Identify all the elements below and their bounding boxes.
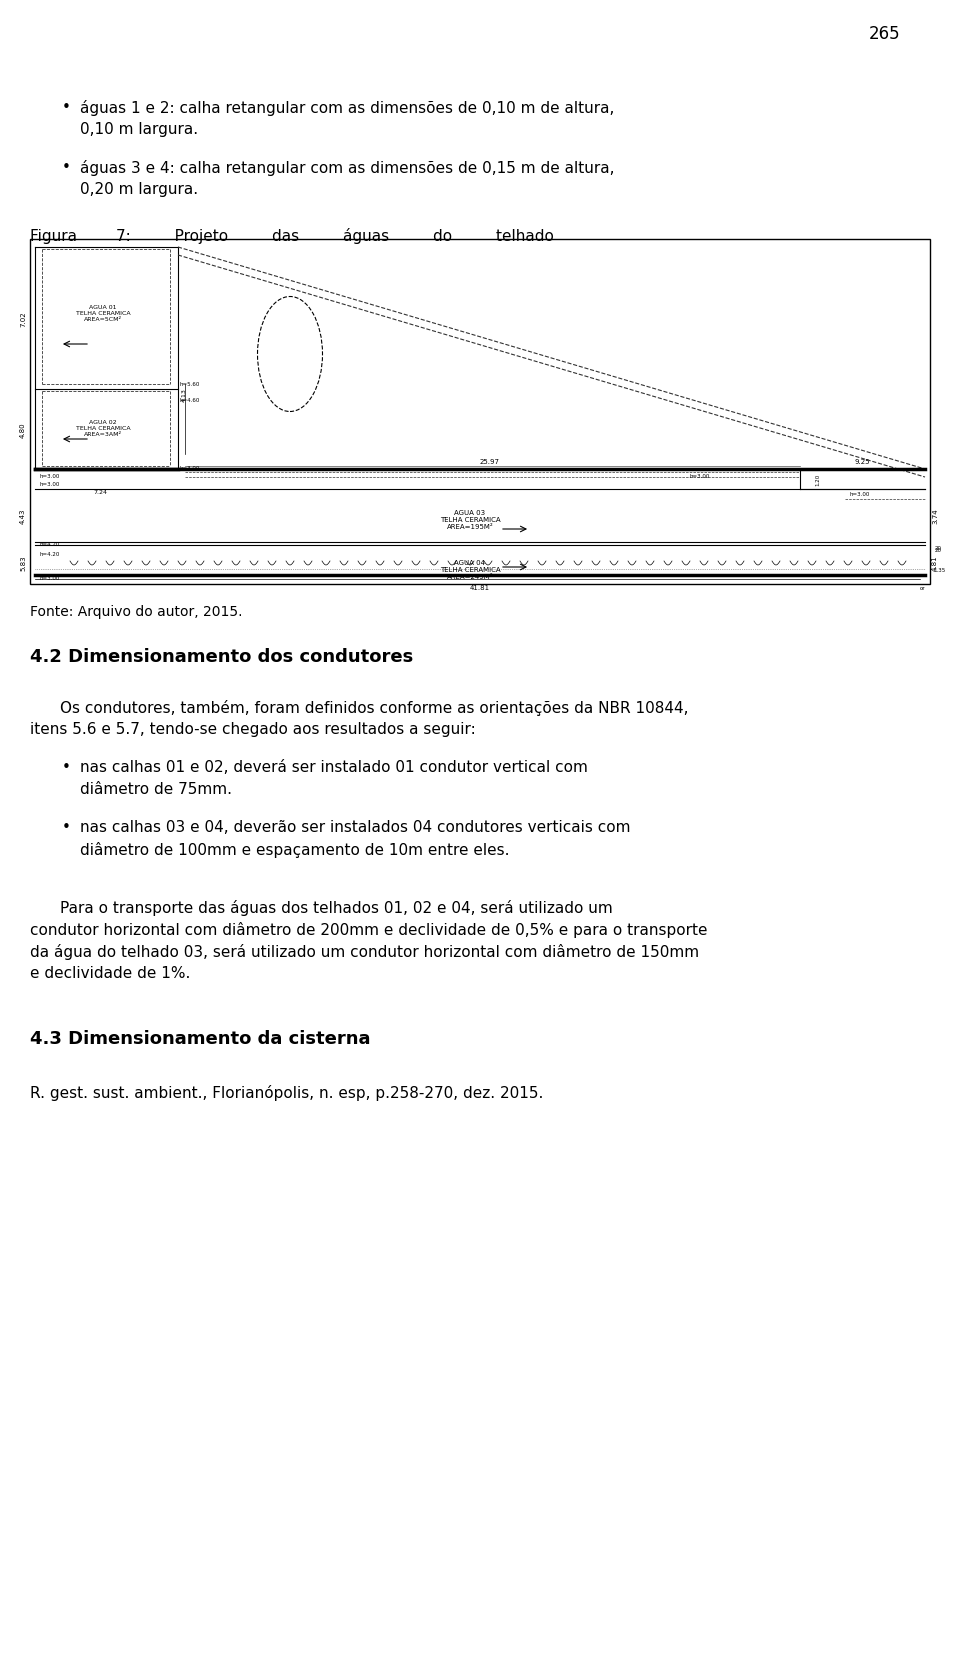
Text: Para o transporte das águas dos telhados 01, 02 e 04, será utilizado um: Para o transporte das águas dos telhados… bbox=[60, 899, 612, 915]
Text: 5.83: 5.83 bbox=[20, 554, 26, 571]
Text: 41.81: 41.81 bbox=[470, 584, 490, 591]
Text: e declividade de 1%.: e declividade de 1%. bbox=[30, 965, 190, 980]
Text: h=3.00: h=3.00 bbox=[850, 492, 871, 496]
Text: 4.3 Dimensionamento da cisterna: 4.3 Dimensionamento da cisterna bbox=[30, 1029, 371, 1048]
Text: R. gest. sust. ambient., Florianópolis, n. esp, p.258-270, dez. 2015.: R. gest. sust. ambient., Florianópolis, … bbox=[30, 1084, 543, 1101]
Bar bbox=[30, 240, 930, 584]
Text: AGUA 03
TELHA CERAMICA
AREA=195M²: AGUA 03 TELHA CERAMICA AREA=195M² bbox=[440, 510, 500, 530]
Text: AGUA 02
TELHA CERAMICA
AREA=3AM²: AGUA 02 TELHA CERAMICA AREA=3AM² bbox=[76, 420, 131, 437]
Text: h=3.00: h=3.00 bbox=[180, 465, 201, 470]
Text: h=4.60: h=4.60 bbox=[180, 397, 201, 402]
Text: or: or bbox=[920, 586, 925, 591]
Text: diâmetro de 100mm e espaçamento de 10m entre eles.: diâmetro de 100mm e espaçamento de 10m e… bbox=[80, 841, 510, 857]
Text: •: • bbox=[62, 99, 71, 114]
Text: Fonte: Arquivo do autor, 2015.: Fonte: Arquivo do autor, 2015. bbox=[30, 604, 243, 619]
Text: h=3.00: h=3.00 bbox=[690, 473, 710, 478]
Text: condutor horizontal com diâmetro de 200mm e declividade de 0,5% e para o transpo: condutor horizontal com diâmetro de 200m… bbox=[30, 922, 708, 937]
Text: •: • bbox=[62, 161, 71, 175]
Text: •: • bbox=[62, 760, 71, 775]
Text: 4.81: 4.81 bbox=[932, 554, 938, 571]
Text: 0,20 m largura.: 0,20 m largura. bbox=[80, 182, 198, 197]
Text: 4.13: 4.13 bbox=[182, 387, 187, 402]
Text: h=3.00: h=3.00 bbox=[40, 482, 60, 487]
Text: AGUA 01
TELHA CERAMICA
AREA=5CM²: AGUA 01 TELHA CERAMICA AREA=5CM² bbox=[76, 305, 131, 321]
Ellipse shape bbox=[257, 298, 323, 412]
Text: 20: 20 bbox=[935, 544, 942, 549]
Text: h=4.20: h=4.20 bbox=[40, 553, 60, 558]
Text: h=3.00: h=3.00 bbox=[40, 473, 60, 478]
Text: 1.20: 1.20 bbox=[815, 473, 820, 487]
Text: águas 3 e 4: calha retangular com as dimensões de 0,15 m de altura,: águas 3 e 4: calha retangular com as dim… bbox=[80, 161, 614, 175]
Text: 3.74: 3.74 bbox=[932, 508, 938, 523]
Text: h=4.20: h=4.20 bbox=[40, 543, 60, 548]
Text: h=5.60: h=5.60 bbox=[180, 382, 201, 387]
Text: da água do telhado 03, será utilizado um condutor horizontal com diâmetro de 150: da água do telhado 03, será utilizado um… bbox=[30, 943, 699, 960]
Text: 4.43: 4.43 bbox=[20, 508, 26, 523]
Text: 1.35: 1.35 bbox=[933, 568, 946, 573]
Text: 265: 265 bbox=[869, 25, 900, 43]
Text: nas calhas 01 e 02, deverá ser instalado 01 condutor vertical com: nas calhas 01 e 02, deverá ser instalado… bbox=[80, 760, 588, 775]
Text: Figura        7:         Projeto         das         águas         do         te: Figura 7: Projeto das águas do te bbox=[30, 228, 554, 243]
Text: 4.2 Dimensionamento dos condutores: 4.2 Dimensionamento dos condutores bbox=[30, 647, 413, 665]
Text: 20: 20 bbox=[935, 548, 942, 553]
Text: 7.02: 7.02 bbox=[20, 311, 26, 326]
Text: diâmetro de 75mm.: diâmetro de 75mm. bbox=[80, 781, 232, 796]
Text: 7.24: 7.24 bbox=[93, 490, 107, 495]
Text: 25.97: 25.97 bbox=[480, 458, 500, 465]
Text: águas 1 e 2: calha retangular com as dimensões de 0,10 m de altura,: águas 1 e 2: calha retangular com as dim… bbox=[80, 99, 614, 116]
Text: nas calhas 03 e 04, deverão ser instalados 04 condutores verticais com: nas calhas 03 e 04, deverão ser instalad… bbox=[80, 819, 631, 834]
Text: •: • bbox=[62, 819, 71, 834]
Text: 9.25: 9.25 bbox=[854, 458, 870, 465]
Text: itens 5.6 e 5.7, tendo-se chegado aos resultados a seguir:: itens 5.6 e 5.7, tendo-se chegado aos re… bbox=[30, 722, 476, 736]
Text: h=3.00: h=3.00 bbox=[40, 576, 60, 581]
Text: 0,10 m largura.: 0,10 m largura. bbox=[80, 122, 198, 137]
Text: AGUA 04
TELHA CERAMICA
AREA=249M²: AGUA 04 TELHA CERAMICA AREA=249M² bbox=[440, 559, 500, 579]
Text: Os condutores, também, foram definidos conforme as orientações da NBR 10844,: Os condutores, também, foram definidos c… bbox=[60, 700, 688, 715]
Text: 4.80: 4.80 bbox=[20, 422, 26, 437]
